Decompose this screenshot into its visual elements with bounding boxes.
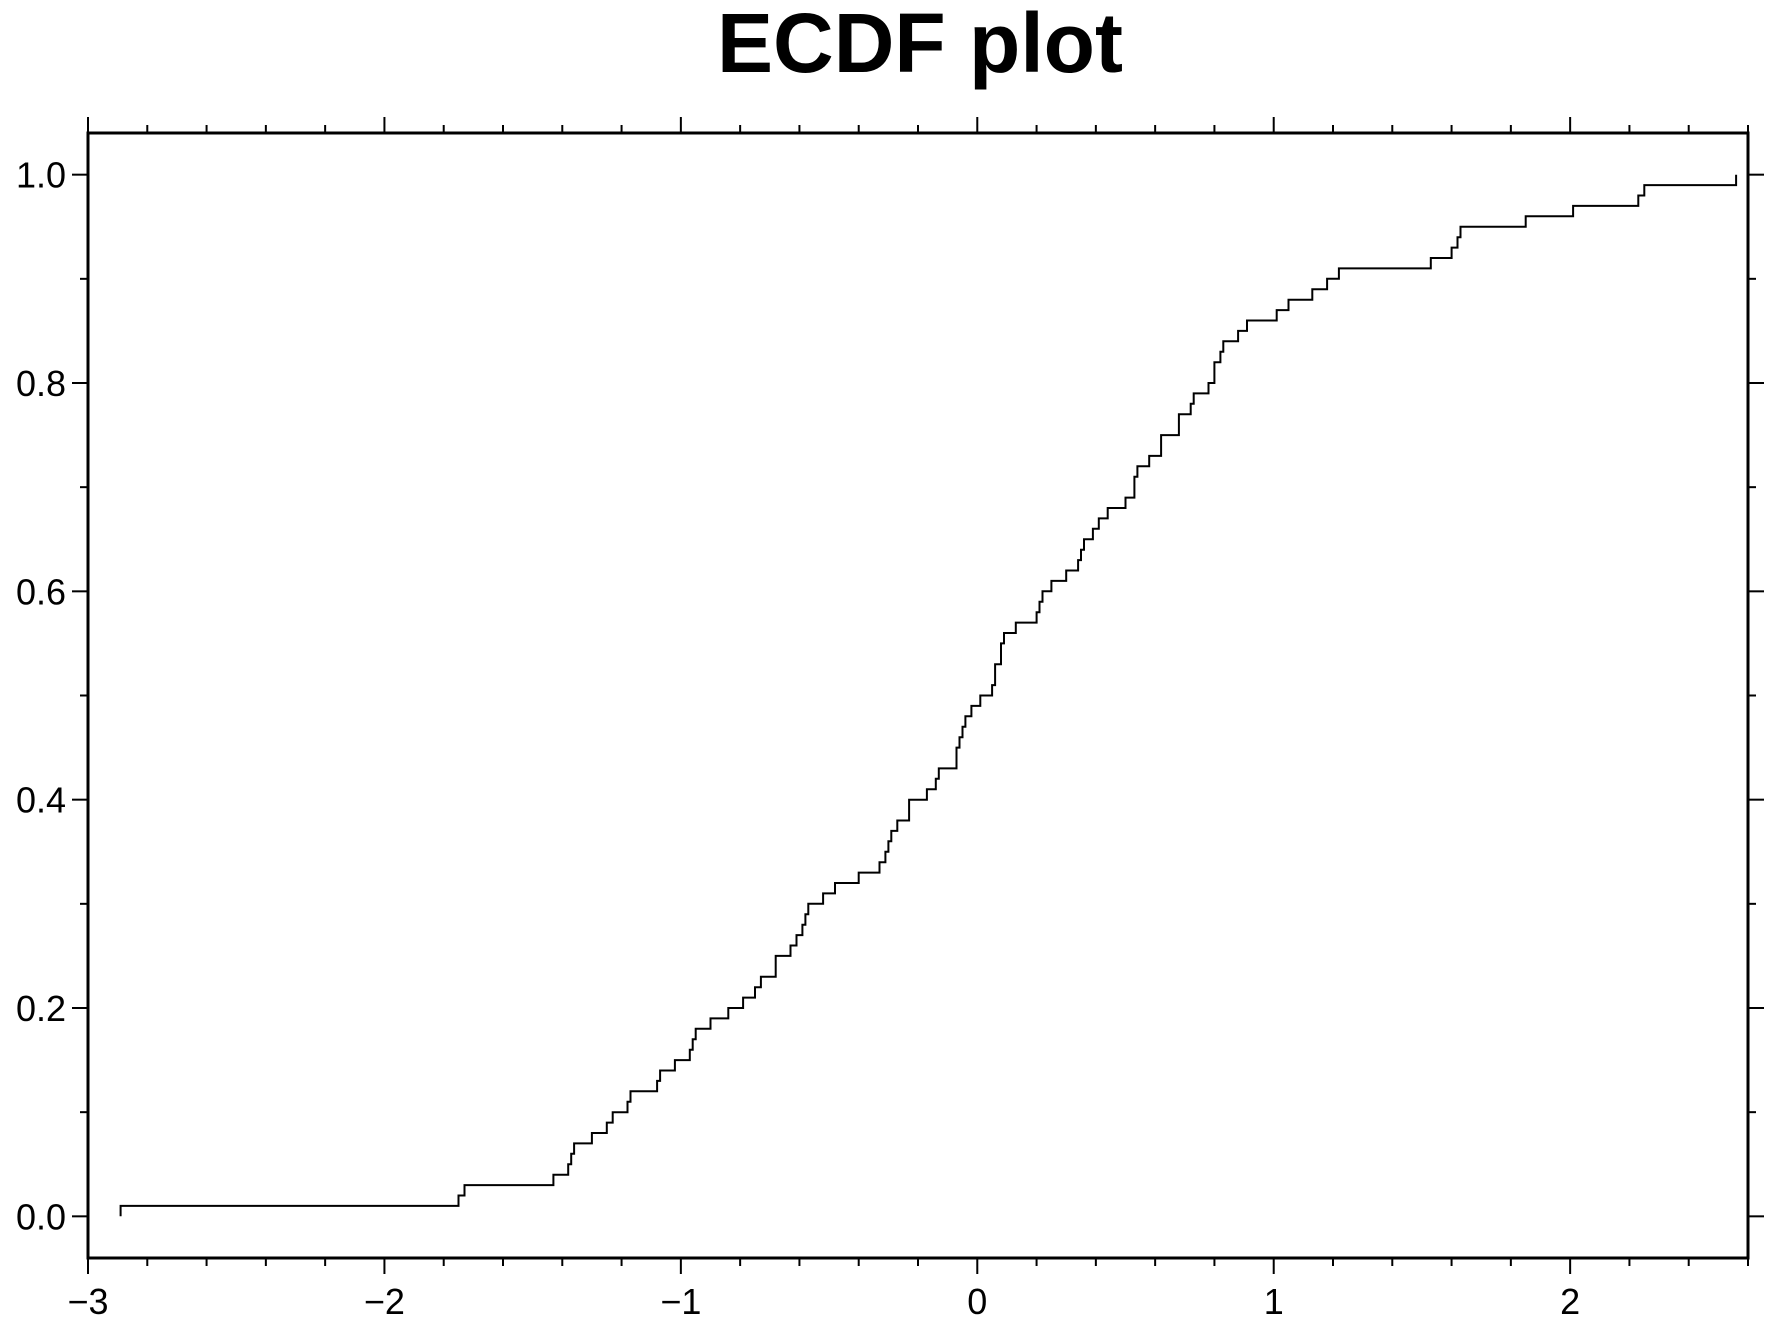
x-tick-label: 1 (1264, 1281, 1284, 1318)
ecdf-series-line (119, 174, 1738, 1217)
axis-ticks (72, 117, 1764, 1274)
y-tick-label: 1.0 (16, 155, 66, 196)
y-tick-label: 0.8 (16, 363, 66, 404)
y-tick-label: 0.0 (16, 1196, 66, 1237)
y-tick-label: 0.2 (16, 988, 66, 1029)
x-tick-label: 2 (1560, 1281, 1580, 1318)
axis-tick-labels: −3 −2 −1 0 1 2 0.0 0.2 0.4 0.6 0.8 1.0 (16, 155, 1580, 1318)
x-tick-label: −1 (660, 1281, 701, 1318)
y-tick-label: 0.4 (16, 780, 66, 821)
x-tick-label: −3 (67, 1281, 108, 1318)
plot-frame (86, 131, 1750, 1260)
x-tick-label: −2 (364, 1281, 405, 1318)
chart-title: ECDF plot (717, 0, 1123, 90)
x-tick-label: 0 (967, 1281, 987, 1318)
y-tick-label: 0.6 (16, 571, 66, 612)
